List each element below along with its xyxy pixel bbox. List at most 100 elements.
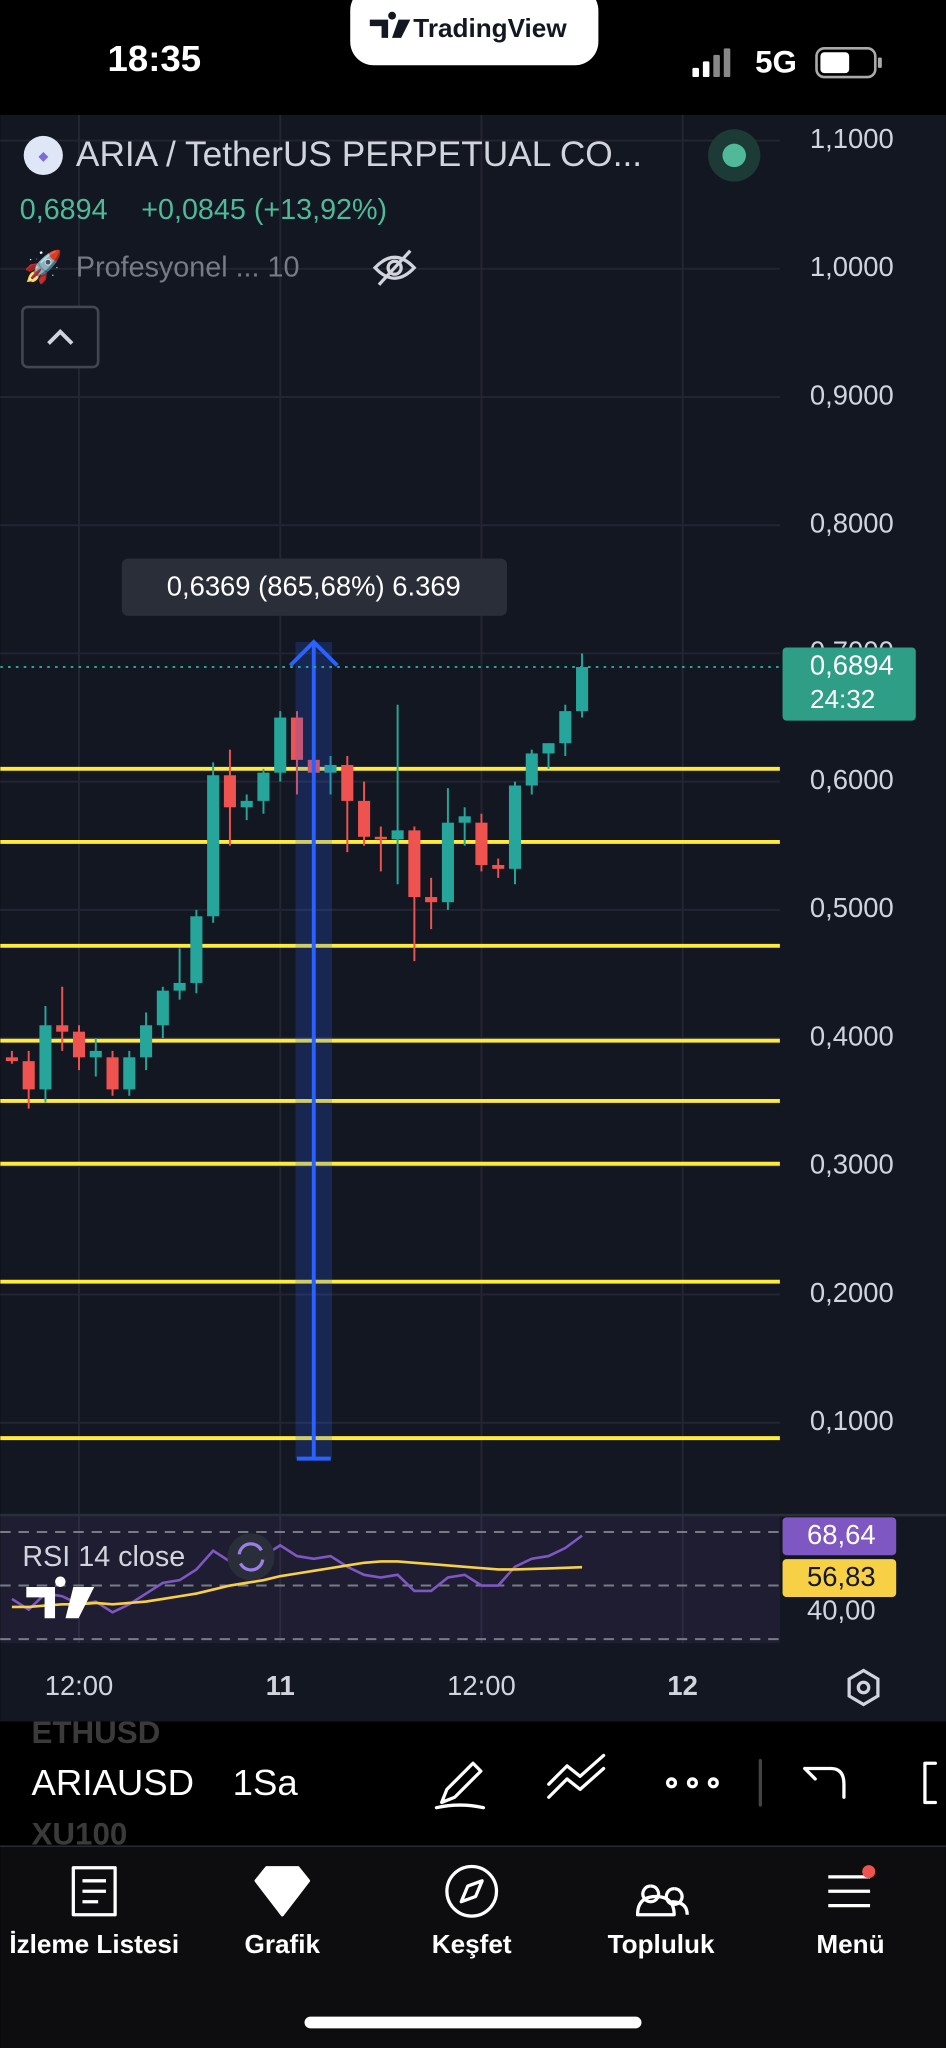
notification-dot — [862, 1865, 876, 1879]
ghost-symbol: ETHUSD — [32, 1715, 161, 1750]
symbol-title: ARIA / TetherUS PERPETUAL CO... — [76, 135, 642, 174]
axes: 12:00 11 12:00 12 0,1000 0,2000 0,3000 0,4000 0,… — [45, 123, 916, 1701]
candle-body — [22, 1061, 35, 1090]
redo-button[interactable] — [923, 1761, 937, 1805]
measure-label: 0,6369 (865,68%) 6.369 — [167, 571, 461, 602]
candle-body — [173, 982, 186, 991]
market-status-dot — [722, 143, 746, 168]
brand-logo — [369, 11, 411, 38]
candle-body — [391, 830, 404, 840]
settings-icon-center — [856, 1680, 871, 1695]
indicators-tool[interactable] — [547, 1753, 606, 1799]
ghost-symbol: XU100 — [32, 1817, 128, 1852]
x-tick-label: 11 — [266, 1670, 295, 1701]
candle-body — [559, 711, 572, 744]
y-tick-label: 0,5000 — [810, 892, 894, 923]
measure-label-box — [121, 558, 508, 616]
y-tick-label: 1,1000 — [810, 123, 894, 154]
symbol-button[interactable]: ARIAUSD — [32, 1762, 195, 1803]
candle-body — [5, 1057, 18, 1062]
menu-icon — [828, 1875, 871, 1908]
candle-body — [358, 800, 371, 837]
candle-body — [475, 822, 488, 866]
chart-icon — [254, 1866, 311, 1917]
candle-body — [240, 800, 253, 808]
chevron-up — [47, 328, 74, 345]
candle-body — [106, 1057, 119, 1090]
community-icon — [635, 1884, 689, 1917]
candle-body — [72, 1031, 86, 1058]
clock: 18:35 — [108, 38, 202, 79]
y-tick-label: 1,0000 — [810, 251, 894, 282]
last-price-label: 0,6894 — [810, 649, 894, 680]
y-tick-label: 0,3000 — [810, 1149, 894, 1180]
candle-body — [140, 1025, 153, 1058]
candle-body — [508, 785, 522, 869]
undo-button[interactable] — [803, 1766, 846, 1799]
candle-body — [441, 822, 454, 903]
value-tag-label: 56,83 — [807, 1561, 876, 1592]
hide-icon[interactable] — [372, 249, 417, 286]
nav-label[interactable]: Topluluk — [608, 1929, 715, 1959]
y-tick-label: 0,1000 — [810, 1405, 894, 1436]
chart-background — [0, 114, 946, 1722]
candle-body — [223, 775, 236, 808]
price-change: +0,0845 (+13,92%) — [141, 194, 387, 226]
battery-icon — [815, 47, 882, 79]
y-tick-label: 0,2000 — [810, 1277, 894, 1308]
nav-labels: İzleme Listesi Grafik Keşfet Topluluk Menü — [9, 1929, 884, 1959]
x-tick-label: 12 — [667, 1670, 697, 1701]
toolbar — [0, 1721, 946, 1846]
symbol-logo — [23, 135, 63, 176]
y-tick-label: 0,6000 — [810, 764, 894, 795]
candle-body — [425, 897, 438, 903]
rsi-line — [11, 1560, 583, 1609]
settings-icon[interactable] — [847, 1668, 880, 1707]
nav-label[interactable]: İzleme Listesi — [9, 1929, 179, 1959]
x-tick-label: 12:00 — [447, 1670, 516, 1701]
candle-body — [290, 717, 304, 760]
bottom-nav — [0, 1845, 946, 2048]
nav-label[interactable]: Keşfet — [432, 1929, 512, 1959]
nav-label[interactable]: Grafik — [245, 1929, 321, 1959]
last-price-tag — [782, 647, 916, 721]
candle-body — [458, 816, 471, 823]
rsi-plot — [0, 1530, 780, 1641]
nav-label[interactable]: Menü — [816, 1929, 884, 1959]
countdown: 24:32 — [810, 684, 875, 714]
rsi-pane — [0, 1515, 780, 1644]
more-button[interactable] — [665, 1777, 719, 1789]
candle-body — [89, 1050, 102, 1058]
y-tick-label: 0,9000 — [810, 379, 894, 410]
price: 0,6894 — [20, 194, 108, 226]
draw-tool[interactable] — [434, 1761, 486, 1810]
symbol-logo-mark: ◆ — [38, 150, 49, 163]
candle-body — [341, 764, 354, 801]
candle-body — [190, 916, 203, 983]
candle-body — [274, 717, 287, 773]
candle-body — [542, 743, 555, 754]
interval-button[interactable]: 1Sa — [233, 1762, 299, 1803]
candle-body — [492, 865, 505, 869]
measure-arrow — [288, 639, 339, 667]
candle-body — [156, 990, 169, 1026]
value-tag — [782, 1517, 897, 1556]
signal-icon — [692, 48, 731, 78]
candle-body — [39, 1025, 52, 1090]
grid — [0, 114, 780, 1644]
candle-body — [324, 764, 337, 773]
y-tick-label: 0,8000 — [810, 507, 894, 538]
y-tick-label: 40,00 — [807, 1595, 876, 1626]
indicator-name: Profesyonel ... 10 — [76, 252, 300, 284]
brand-badge — [350, 0, 599, 66]
rsi-line — [11, 1534, 583, 1614]
watermark — [26, 1576, 95, 1619]
collapse-button[interactable] — [21, 305, 100, 369]
refresh-button[interactable] — [227, 1533, 275, 1581]
candle-body — [374, 836, 387, 840]
candle-body — [576, 667, 589, 712]
value-tag — [782, 1559, 897, 1598]
candle-body — [525, 753, 538, 786]
